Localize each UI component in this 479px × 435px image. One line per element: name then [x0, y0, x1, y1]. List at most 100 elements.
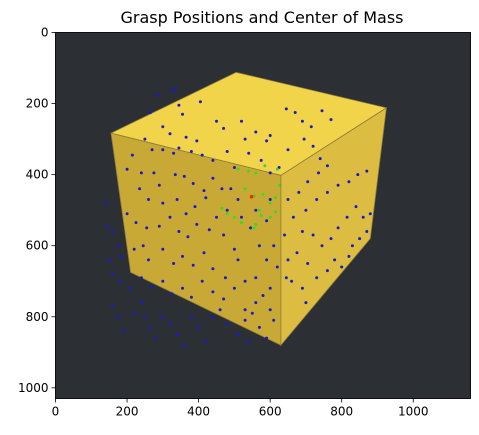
data-point [243, 308, 247, 312]
data-point [284, 276, 288, 280]
data-point [336, 183, 340, 187]
data-point [189, 315, 193, 319]
data-point [222, 233, 226, 237]
data-point [125, 212, 129, 216]
data-point [145, 226, 149, 230]
data-point [148, 111, 152, 114]
data-point [222, 297, 226, 301]
data-point [105, 224, 109, 228]
data-point [302, 137, 306, 141]
cube-image [109, 71, 388, 347]
data-point [236, 333, 240, 336]
data-point [211, 290, 215, 294]
data-point [211, 176, 215, 180]
data-point [138, 187, 142, 191]
data-point [122, 329, 125, 333]
data-point [261, 294, 265, 297]
y-axis: 0 200 400 600 800 1000 [18, 26, 56, 395]
data-point [134, 221, 138, 225]
data-point [150, 285, 154, 289]
data-point [189, 295, 193, 299]
data-point [232, 166, 236, 169]
data-point [243, 318, 247, 322]
data-point [283, 233, 286, 237]
data-point [265, 336, 269, 340]
data-point [236, 198, 240, 201]
data-point [191, 182, 195, 185]
data-point [275, 167, 279, 171]
data-point [225, 212, 229, 216]
data-point [300, 119, 304, 123]
data-point [243, 187, 247, 191]
data-point [116, 244, 120, 248]
data-point [139, 301, 143, 305]
data-point [268, 286, 272, 290]
data-point [254, 301, 258, 305]
data-point [277, 183, 281, 187]
data-point [243, 279, 247, 283]
y-tick-label: 1000 [18, 381, 49, 395]
data-point [207, 228, 211, 232]
data-point [170, 292, 174, 296]
data-point [300, 286, 304, 290]
data-point [340, 265, 344, 269]
data-point [193, 205, 197, 209]
data-point [236, 167, 240, 171]
data-point [265, 139, 269, 143]
data-point [198, 100, 202, 104]
data-point [191, 263, 195, 267]
data-point [275, 265, 279, 269]
data-point [204, 196, 208, 200]
data-point [181, 254, 184, 258]
data-point [139, 276, 143, 280]
data-point [236, 258, 240, 262]
data-point [111, 272, 115, 276]
data-point [268, 308, 272, 312]
data-point [161, 148, 165, 152]
data-point [172, 151, 176, 155]
data-point [173, 173, 177, 177]
data-point [315, 276, 319, 280]
data-point [249, 194, 254, 199]
data-point [177, 103, 181, 107]
data-point [293, 111, 297, 114]
data-point [232, 247, 236, 251]
series-0 [104, 87, 372, 347]
cube-face-top [109, 71, 388, 176]
data-point [161, 279, 165, 283]
data-point [263, 164, 267, 168]
data-point [300, 230, 304, 233]
data-point [254, 222, 258, 226]
data-point [175, 198, 179, 201]
data-point [222, 126, 226, 130]
data-point [259, 158, 263, 162]
data-point [347, 180, 351, 184]
data-point [168, 132, 172, 136]
data-point [143, 315, 147, 319]
data-point [141, 244, 145, 248]
data-point [259, 214, 263, 217]
data-point [161, 125, 165, 129]
data-point [306, 180, 310, 184]
data-point [286, 198, 290, 201]
data-point [306, 262, 310, 265]
data-point [254, 276, 258, 280]
data-point [268, 201, 272, 205]
data-point [184, 135, 188, 139]
data-point [247, 340, 251, 344]
data-point [249, 226, 252, 230]
data-point [315, 198, 319, 201]
data-point [361, 215, 365, 219]
plot-area [55, 32, 471, 399]
data-point [177, 146, 181, 150]
y-tick-label: 600 [26, 239, 49, 253]
data-point [309, 125, 313, 129]
data-point [182, 174, 186, 178]
data-point [168, 215, 172, 219]
data-point [147, 198, 150, 201]
x-tick-label: 400 [187, 405, 210, 419]
data-point [325, 269, 329, 273]
data-point [204, 340, 208, 344]
y-tick-label: 400 [26, 168, 49, 182]
